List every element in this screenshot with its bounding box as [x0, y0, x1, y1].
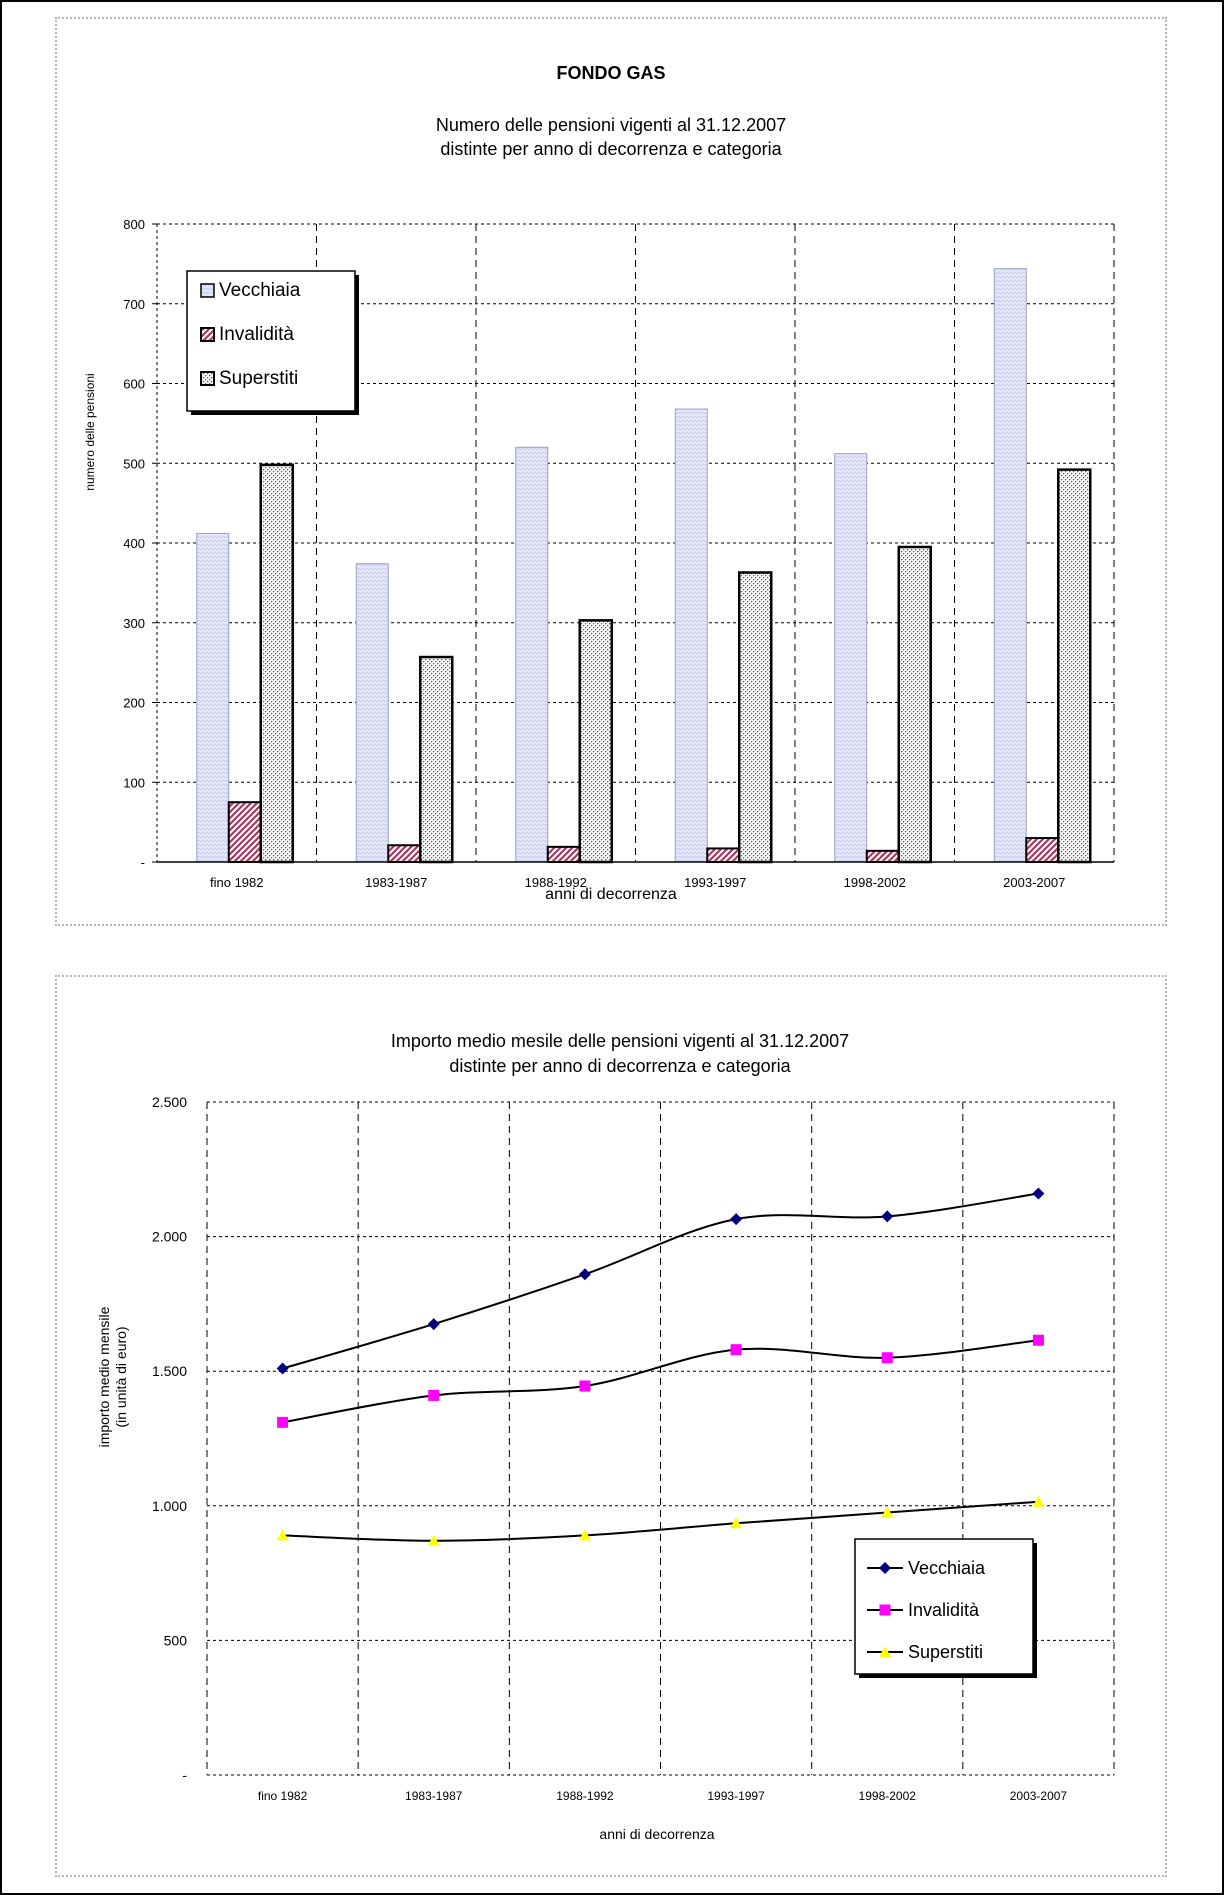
chart-subtitle-line-1: Numero delle pensioni vigenti al 31.12.2… [436, 115, 786, 135]
legend-marker-invalidita [879, 1604, 891, 1616]
point-superstiti-1993-1997 [730, 1517, 743, 1529]
bar-superstiti-1998-2002 [897, 545, 932, 864]
y-tick-label: - [182, 1767, 187, 1783]
point-vecchiaia-1993-1997 [730, 1213, 743, 1226]
x-tick-label: 1988-1992 [556, 1789, 614, 1803]
x-axis-label: anni di decorrenza [599, 1826, 714, 1842]
legend-marker-superstiti [879, 1646, 891, 1657]
point-invalidita-1998-2002 [881, 1352, 893, 1364]
legend-marker-vecchiaia [879, 1562, 891, 1574]
x-tick-label: 1998-2002 [859, 1789, 917, 1803]
chart-title: FONDO GAS [556, 63, 665, 83]
y-tick-label: 600 [123, 377, 145, 392]
point-superstiti-fino-1982 [276, 1529, 289, 1541]
x-tick-label: 2003-2007 [1003, 875, 1065, 890]
legend-label-vecchiaia: Vecchiaia [219, 280, 301, 301]
point-superstiti-2003-2007 [1032, 1495, 1045, 1507]
bar-superstiti-fino-1982 [259, 463, 294, 864]
legend-label-vecchiaia: Vecchiaia [908, 1558, 986, 1578]
series-line-invalidita [282, 1339, 1039, 1424]
point-vecchiaia-fino-1982 [276, 1362, 289, 1375]
point-invalidita-1983-1987 [428, 1389, 440, 1401]
y-tick-label: 200 [123, 696, 145, 711]
bar-vecchiaia-1988-1992 [515, 446, 549, 863]
bar-vecchiaia-fino-1982 [196, 532, 230, 863]
bar-invalidita-2003-2007 [1025, 837, 1060, 864]
series-line-superstiti [282, 1500, 1039, 1542]
y-tick-label: 100 [123, 775, 145, 790]
y-axis-label: numero delle pensioni [83, 373, 97, 490]
legend-swatch-vecchiaia [200, 283, 215, 298]
x-axis-label: anni di decorrenza [545, 886, 677, 903]
legend-label-invalidita: Invalidità [219, 324, 294, 345]
x-tick-label: 2003-2007 [1010, 1789, 1068, 1803]
bar-vecchiaia-1993-1997 [674, 408, 708, 863]
y-axis-label-line-2: (in unità di euro) [113, 1326, 129, 1427]
chart-subtitle-line-2: distinte per anno di decorrenza e catego… [440, 139, 782, 159]
point-invalidita-1988-1992 [579, 1380, 591, 1392]
chart-subtitle-line-1: Importo medio mesile delle pensioni vige… [391, 1031, 849, 1051]
legend-label-superstiti: Superstiti [219, 368, 298, 389]
legend-swatch-invalidita [200, 327, 215, 342]
bar-invalidita-1988-1992 [546, 845, 581, 863]
point-superstiti-1988-1992 [578, 1529, 591, 1541]
legend-label-invalidita: Invalidità [908, 1600, 980, 1620]
y-tick-label: - [141, 855, 145, 870]
point-vecchiaia-2003-2007 [1032, 1187, 1045, 1200]
x-tick-label: 1988-1992 [525, 875, 587, 890]
bar-vecchiaia-1983-1987 [355, 563, 389, 863]
bar-chart: FONDO GAS Numero delle pensioni vigenti … [83, 63, 1115, 903]
bar-invalidita-fino-1982 [227, 801, 262, 863]
point-vecchiaia-1998-2002 [881, 1210, 894, 1223]
chart-subtitle-line-2: distinte per anno di decorrenza e catego… [449, 1056, 791, 1076]
y-tick-label: 2.000 [152, 1229, 187, 1245]
point-vecchiaia-1983-1987 [427, 1318, 440, 1331]
line-chart: Importo medio mesile delle pensioni vige… [96, 1031, 1115, 1842]
bar-invalidita-1998-2002 [865, 849, 900, 864]
series-line-vecchiaia [282, 1192, 1039, 1370]
point-superstiti-1998-2002 [881, 1506, 894, 1518]
y-tick-label: 2.500 [152, 1094, 187, 1110]
y-tick-label: 500 [164, 1632, 188, 1648]
point-superstiti-1983-1987 [427, 1534, 440, 1546]
x-tick-label: 1983-1987 [365, 875, 427, 890]
y-tick-label: 1.000 [152, 1498, 187, 1514]
y-tick-label: 800 [123, 217, 145, 232]
y-axis-label-line-1: importo medio mensile [96, 1306, 112, 1447]
y-tick-label: 500 [123, 456, 145, 471]
bar-invalidita-1983-1987 [387, 844, 422, 864]
x-tick-label: 1993-1997 [707, 1789, 765, 1803]
bar-superstiti-1993-1997 [738, 571, 773, 864]
point-invalidita-2003-2007 [1032, 1334, 1044, 1346]
bar-superstiti-2003-2007 [1057, 468, 1092, 864]
bar-invalidita-1993-1997 [706, 847, 741, 864]
legend: Vecchiaia Invalidità Superstiti [186, 270, 359, 415]
x-tick-label: 1983-1987 [405, 1789, 463, 1803]
y-tick-label: 400 [123, 536, 145, 551]
legend-label-superstiti: Superstiti [908, 1642, 983, 1662]
bar-vecchiaia-2003-2007 [993, 268, 1027, 863]
y-tick-label: 1.500 [152, 1363, 187, 1379]
point-invalidita-fino-1982 [277, 1416, 289, 1428]
x-tick-label: fino 1982 [210, 875, 264, 890]
legend-swatch-superstiti [200, 371, 215, 386]
point-vecchiaia-1988-1992 [578, 1268, 591, 1281]
line-chart-panel: Importo medio mesile delle pensioni vige… [55, 975, 1167, 1877]
x-tick-label: 1998-2002 [844, 875, 906, 890]
x-tick-label: fino 1982 [258, 1789, 308, 1803]
y-tick-label: 300 [123, 616, 145, 631]
bar-vecchiaia-1998-2002 [834, 453, 868, 863]
bar-superstiti-1988-1992 [578, 619, 613, 864]
bar-chart-panel: FONDO GAS Numero delle pensioni vigenti … [55, 17, 1167, 926]
bar-superstiti-1983-1987 [419, 655, 454, 864]
x-tick-label: 1993-1997 [684, 875, 746, 890]
point-invalidita-1993-1997 [730, 1344, 742, 1356]
y-tick-label: 700 [123, 297, 145, 312]
legend: Vecchiaia Invalidità Superstiti [854, 1538, 1037, 1678]
